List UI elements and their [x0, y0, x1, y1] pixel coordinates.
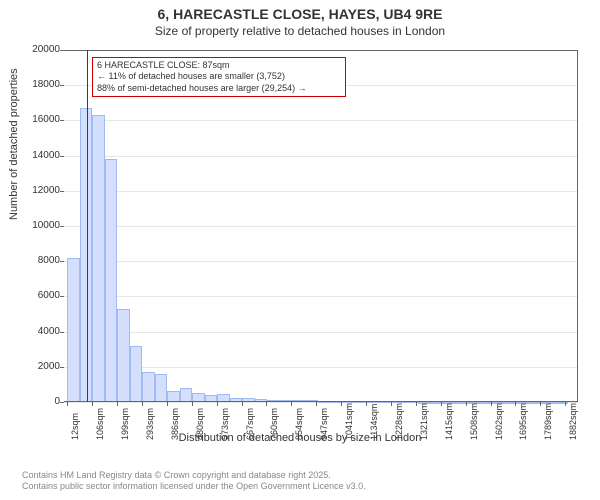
y-tick-label: 12000	[26, 185, 60, 196]
chart-subtitle: Size of property relative to detached ho…	[0, 24, 600, 38]
marker-line	[87, 50, 88, 402]
y-tick-label: 20000	[26, 44, 60, 55]
x-tick-mark	[92, 402, 93, 406]
y-tick-mark	[60, 156, 64, 157]
x-axis-label: Distribution of detached houses by size …	[0, 432, 600, 444]
x-tick-mark	[515, 402, 516, 406]
x-tick-mark	[291, 402, 292, 406]
x-tick-mark	[192, 402, 193, 406]
x-tick-mark	[167, 402, 168, 406]
annotation-line-2: ← 11% of detached houses are smaller (3,…	[97, 71, 341, 82]
x-tick-mark	[366, 402, 367, 406]
y-tick-mark	[60, 120, 64, 121]
y-tick-label: 0	[26, 396, 60, 407]
chart-container: 6, HARECASTLE CLOSE, HAYES, UB4 9RE Size…	[0, 0, 600, 500]
x-tick-mark	[416, 402, 417, 406]
x-tick-mark	[540, 402, 541, 406]
y-tick-label: 4000	[26, 326, 60, 337]
x-tick-mark	[441, 402, 442, 406]
y-tick-label: 14000	[26, 150, 60, 161]
y-tick-mark	[60, 261, 64, 262]
y-tick-label: 10000	[26, 220, 60, 231]
x-tick-mark	[341, 402, 342, 406]
y-tick-mark	[60, 367, 64, 368]
x-tick-mark	[466, 402, 467, 406]
y-tick-mark	[60, 191, 64, 192]
chart-title: 6, HARECASTLE CLOSE, HAYES, UB4 9RE	[0, 6, 600, 22]
x-tick-mark	[391, 402, 392, 406]
y-tick-label: 6000	[26, 290, 60, 301]
y-axis-label: Number of detached properties	[8, 68, 20, 220]
y-tick-label: 2000	[26, 361, 60, 372]
y-tick-mark	[60, 226, 64, 227]
x-tick-mark	[217, 402, 218, 406]
y-tick-label: 8000	[26, 255, 60, 266]
x-tick-mark	[266, 402, 267, 406]
y-tick-label: 16000	[26, 114, 60, 125]
footer-line-1: Contains HM Land Registry data © Crown c…	[22, 470, 366, 481]
x-tick-mark	[117, 402, 118, 406]
x-tick-mark	[142, 402, 143, 406]
y-tick-mark	[60, 332, 64, 333]
x-tick-mark	[316, 402, 317, 406]
footer-line-2: Contains public sector information licen…	[22, 481, 366, 492]
x-tick-mark	[565, 402, 566, 406]
y-tick-mark	[60, 85, 64, 86]
annotation-box: 6 HARECASTLE CLOSE: 87sqm ← 11% of detac…	[92, 57, 346, 97]
x-tick-mark	[67, 402, 68, 406]
y-tick-mark	[60, 402, 64, 403]
y-tick-label: 18000	[26, 79, 60, 90]
x-tick-mark	[491, 402, 492, 406]
annotation-line-3: 88% of semi-detached houses are larger (…	[97, 83, 341, 94]
x-tick-mark	[242, 402, 243, 406]
y-tick-mark	[60, 50, 64, 51]
annotation-line-1: 6 HARECASTLE CLOSE: 87sqm	[97, 60, 341, 71]
plot-area	[64, 50, 578, 402]
y-tick-mark	[60, 296, 64, 297]
footer: Contains HM Land Registry data © Crown c…	[22, 470, 366, 493]
